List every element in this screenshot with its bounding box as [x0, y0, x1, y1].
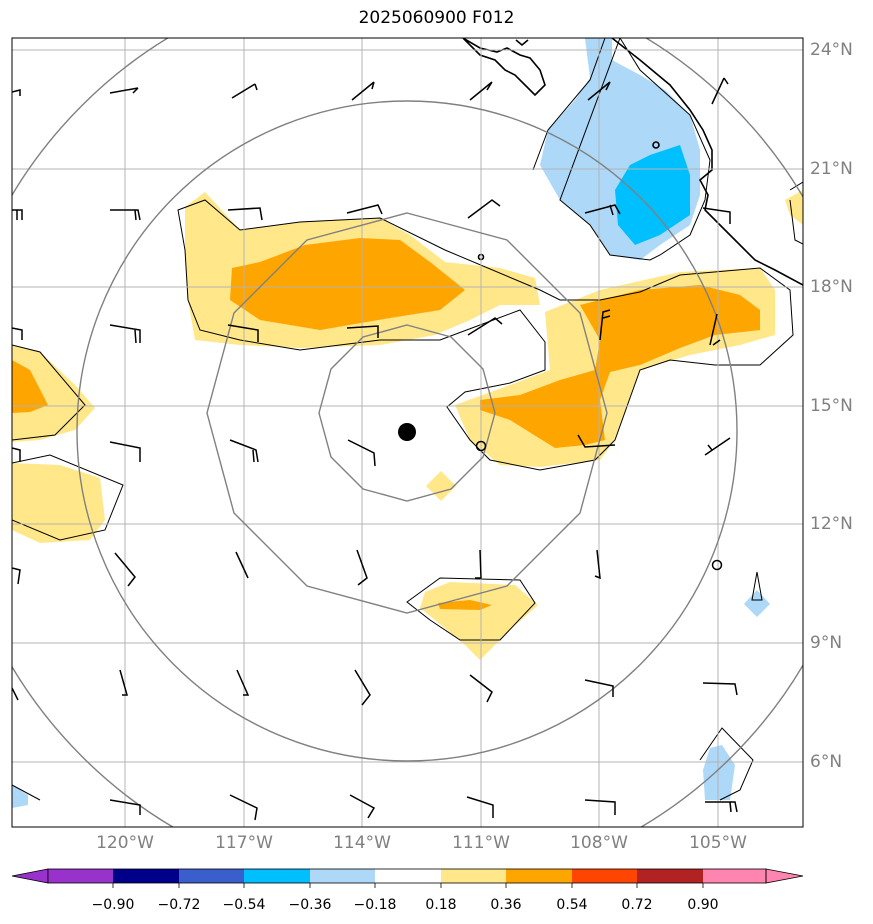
map-title: 2025060900 F012: [358, 8, 515, 28]
colorbar-segment: [48, 869, 113, 883]
ring-2: [206, 212, 608, 614]
colorbar-low-extend: [11, 868, 49, 884]
lat-label: 21°N: [810, 159, 853, 179]
west-blob-core: [12, 360, 48, 413]
lon-label: 111°W: [452, 833, 510, 853]
small-circle-marker: [475, 440, 487, 452]
southeast-small: [744, 590, 770, 617]
small-diamond: [426, 471, 456, 501]
negative-anomaly-fill: [12, 38, 770, 808]
lat-label: 12°N: [810, 514, 853, 534]
east-edge-blob: [785, 190, 803, 225]
wind-barbs: [12, 77, 738, 821]
ring-1: [318, 324, 496, 502]
southeast-blob: [703, 745, 735, 800]
colorbar-segment: [703, 869, 766, 883]
colorbar-segment: [375, 869, 441, 883]
lon-label: 105°W: [689, 833, 747, 853]
north-east-core: [615, 145, 690, 245]
colorbar-segment: [310, 869, 375, 883]
colorbar-tick-label: 0.54: [556, 897, 588, 913]
lon-label: 120°W: [96, 833, 154, 853]
colorbar-ticks: [112, 883, 704, 888]
lat-label: 18°N: [810, 277, 853, 297]
colorbar-high-extend: [765, 868, 804, 884]
storm-center: [398, 423, 416, 441]
colorbar-segment: [441, 869, 506, 883]
southwest-blob: [12, 463, 105, 543]
colorbar-tick-label: −0.18: [353, 897, 397, 913]
colorbar-segment: [637, 869, 703, 883]
band-east-core: [480, 285, 760, 448]
lat-label: 6°N: [810, 752, 843, 772]
colorbar-tick-label: −0.90: [91, 897, 135, 913]
thin-spike: [751, 571, 763, 601]
colorbar-segment: [113, 869, 179, 883]
colorbar-tick-label: −0.72: [157, 897, 201, 913]
small-circle-marker-2: [711, 559, 723, 571]
band-north-core: [230, 238, 465, 330]
range-rings: [12, 38, 803, 827]
thin-contours: [12, 38, 803, 801]
colorbar-tick-label: 0.72: [621, 897, 653, 913]
lat-label: 24°N: [810, 40, 853, 60]
west-blob: [12, 345, 95, 442]
colorbar-segment: [179, 869, 244, 883]
colorbar-tick-label: 0.36: [490, 897, 522, 913]
colorbar-segment: [244, 869, 310, 883]
lon-label: 108°W: [570, 833, 628, 853]
plot-area: [12, 38, 803, 827]
colorbar-tick-label: −0.36: [288, 897, 332, 913]
map-frame: [11, 37, 804, 828]
colorbar-tick-label: 0.90: [687, 897, 719, 913]
coastline: [462, 38, 803, 286]
lon-label: 114°W: [333, 833, 391, 853]
south-blob-core: [438, 600, 492, 610]
colorbar-tick-label: 0.18: [425, 897, 457, 913]
southwest-edge: [12, 785, 28, 808]
lat-label: 15°N: [810, 396, 853, 416]
ring-3: [76, 100, 738, 762]
colorbar-segment: [572, 869, 637, 883]
colorbar: [11, 868, 804, 888]
colorbar-tick-label: −0.54: [222, 897, 266, 913]
colorbar-outline: [47, 868, 767, 884]
colorbar-segment: [506, 869, 572, 883]
lat-label: 9°N: [810, 633, 843, 653]
lon-label: 117°W: [215, 833, 273, 853]
